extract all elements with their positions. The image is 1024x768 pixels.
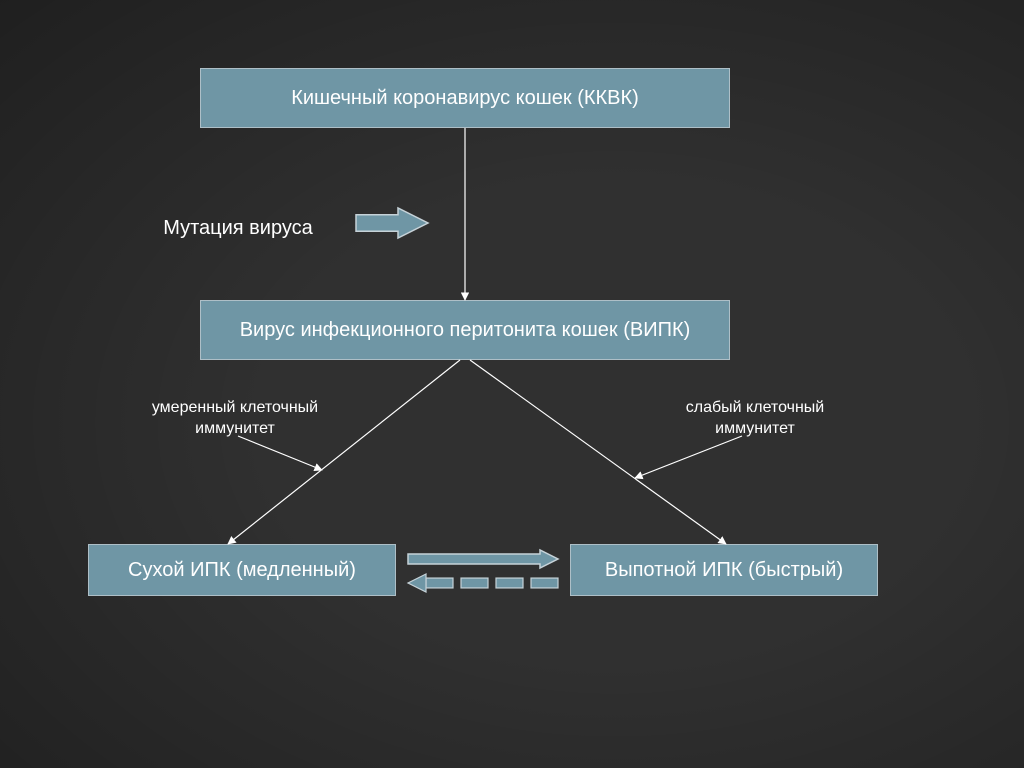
label-moderate: умеренный клеточный иммунитет <box>120 398 350 440</box>
node-left: Сухой ИПК (медленный) <box>88 544 396 596</box>
label-mutation: Мутация вируса <box>138 215 338 241</box>
node-right: Выпотной ИПК (быстрый) <box>570 544 878 596</box>
label-weak: слабый клеточный иммунитет <box>650 398 860 440</box>
node-top: Кишечный коронавирус кошек (ККВК) <box>200 68 730 128</box>
node-middle: Вирус инфекционного перитонита кошек (ВИ… <box>200 300 730 360</box>
